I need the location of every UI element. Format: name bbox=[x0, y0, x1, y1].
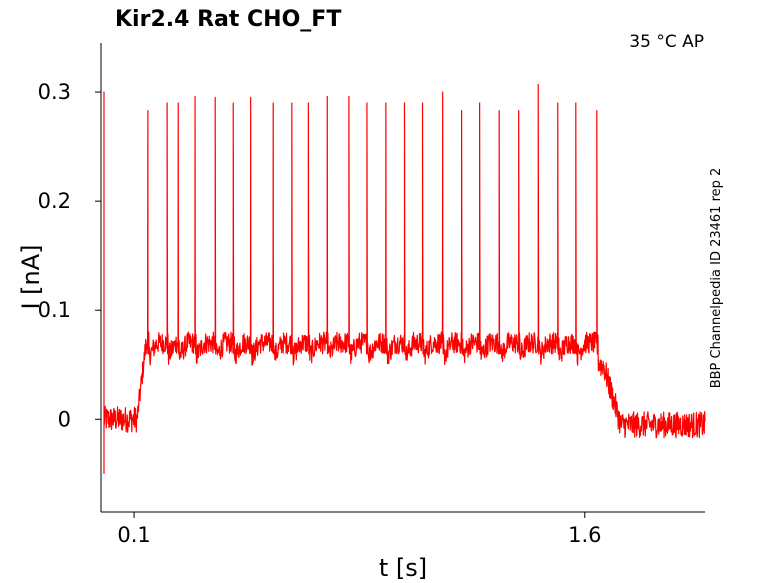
condition-label: 35 °C AP bbox=[629, 32, 704, 52]
x-axis-label: t [s] bbox=[379, 554, 427, 582]
y-tick-label: 0.3 bbox=[38, 80, 71, 104]
side-id-label: BBP Channelpedia ID 23461 rep 2 bbox=[709, 168, 724, 389]
chart-title: Kir2.4 Rat CHO_FT bbox=[115, 7, 341, 32]
y-axis-label: I [nA] bbox=[17, 244, 45, 309]
y-tick-label: 0.1 bbox=[38, 298, 71, 322]
y-tick-label: 0 bbox=[58, 407, 71, 431]
x-tick-label: 1.6 bbox=[568, 523, 601, 547]
current-trace-line bbox=[103, 83, 706, 474]
plot-area bbox=[103, 83, 706, 474]
y-tick-label: 0.2 bbox=[38, 189, 71, 213]
x-tick-label: 0.1 bbox=[117, 523, 150, 547]
y-axis-ticks: 0 0.1 0.2 0.3 bbox=[38, 80, 101, 431]
x-axis-ticks: 0.1 1.6 bbox=[117, 512, 602, 547]
